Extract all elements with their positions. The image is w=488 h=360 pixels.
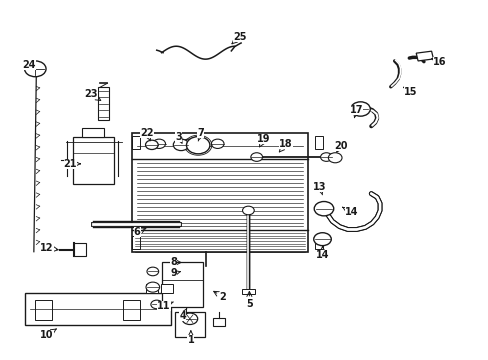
Text: 3: 3 bbox=[175, 132, 182, 143]
Circle shape bbox=[182, 313, 197, 324]
Circle shape bbox=[151, 300, 162, 309]
Circle shape bbox=[182, 139, 194, 148]
Circle shape bbox=[250, 153, 262, 161]
Text: 5: 5 bbox=[245, 292, 252, 309]
Bar bbox=[73, 137, 114, 184]
Text: 9: 9 bbox=[170, 268, 180, 278]
Circle shape bbox=[186, 136, 209, 154]
Bar bbox=[132, 136, 140, 149]
Bar bbox=[315, 136, 322, 149]
Circle shape bbox=[242, 206, 254, 215]
Bar bbox=[315, 236, 322, 249]
Circle shape bbox=[314, 202, 333, 216]
Circle shape bbox=[313, 233, 330, 246]
Bar bbox=[74, 243, 86, 256]
Text: 10: 10 bbox=[40, 329, 56, 340]
Bar bbox=[98, 87, 109, 120]
Text: 19: 19 bbox=[257, 134, 270, 147]
Bar bbox=[132, 134, 307, 252]
Bar bbox=[161, 262, 203, 307]
Text: 21: 21 bbox=[63, 159, 80, 169]
Circle shape bbox=[24, 61, 46, 77]
Text: 11: 11 bbox=[157, 301, 173, 311]
Circle shape bbox=[211, 139, 224, 148]
Text: 2: 2 bbox=[213, 291, 225, 302]
Circle shape bbox=[153, 139, 165, 148]
Bar bbox=[242, 289, 254, 294]
Bar bbox=[213, 318, 225, 327]
Circle shape bbox=[328, 153, 341, 163]
Circle shape bbox=[146, 282, 159, 292]
Text: 6: 6 bbox=[134, 227, 145, 237]
Bar bbox=[175, 312, 204, 337]
Circle shape bbox=[320, 153, 331, 161]
Text: 1: 1 bbox=[187, 331, 194, 345]
Text: 12: 12 bbox=[40, 243, 58, 253]
Text: 22: 22 bbox=[140, 129, 153, 141]
Bar bbox=[160, 284, 172, 293]
Circle shape bbox=[145, 140, 158, 149]
Text: 14: 14 bbox=[342, 207, 358, 217]
Circle shape bbox=[350, 102, 369, 116]
Text: 23: 23 bbox=[84, 89, 101, 100]
Text: 15: 15 bbox=[403, 87, 416, 97]
Bar bbox=[122, 300, 140, 320]
Text: 7: 7 bbox=[197, 129, 203, 141]
Bar bbox=[132, 236, 140, 249]
Bar bbox=[35, 300, 52, 320]
Circle shape bbox=[147, 267, 158, 276]
Text: 8: 8 bbox=[170, 257, 181, 267]
Text: 17: 17 bbox=[349, 105, 363, 118]
Bar bbox=[25, 293, 171, 325]
Text: 16: 16 bbox=[431, 57, 446, 67]
Text: 24: 24 bbox=[22, 60, 36, 70]
Text: 14: 14 bbox=[315, 247, 328, 260]
Text: 25: 25 bbox=[231, 32, 246, 44]
Circle shape bbox=[173, 139, 188, 150]
Bar bbox=[415, 51, 432, 61]
Text: 13: 13 bbox=[313, 182, 326, 195]
Bar bbox=[81, 128, 103, 137]
Text: 4: 4 bbox=[179, 309, 186, 321]
Text: 20: 20 bbox=[333, 141, 346, 152]
Bar bbox=[146, 284, 158, 293]
Text: 18: 18 bbox=[279, 139, 292, 152]
